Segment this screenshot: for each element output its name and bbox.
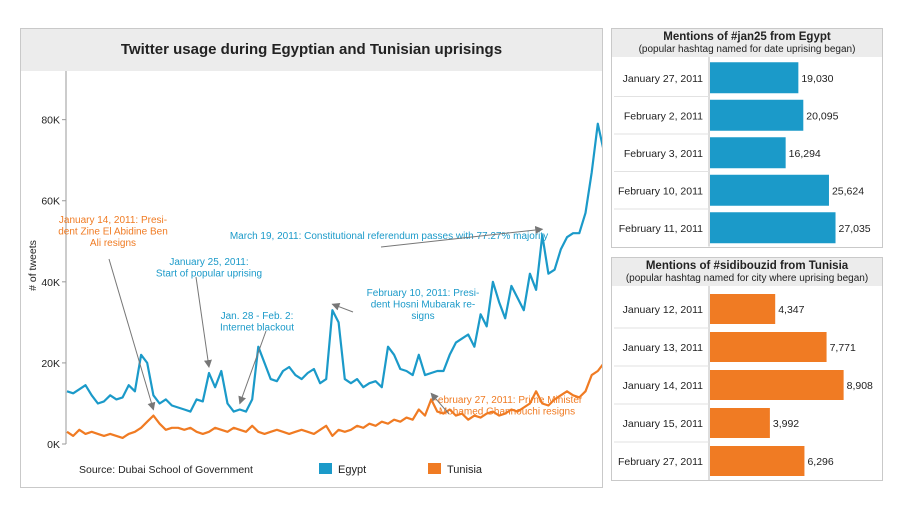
- category-label: January 12, 2011: [623, 304, 704, 316]
- ann-jan25-text: January 25, 2011:: [169, 257, 248, 268]
- y-tick-label: 80K: [41, 115, 60, 127]
- ann-blackout-text: Internet blackout: [220, 323, 294, 334]
- ann-tunisia-jan14-text: dent Zine El Abidine Ben: [58, 227, 168, 238]
- bar: [710, 212, 836, 244]
- jan25-bar-chart-panel: Mentions of #jan25 from Egypt (popular h…: [611, 28, 883, 248]
- line-chart-panel: Twitter usage during Egyptian and Tunisi…: [20, 28, 603, 488]
- bar: [710, 408, 770, 438]
- bar-value-label: 27,035: [839, 223, 871, 235]
- category-label: February 11, 2011: [619, 223, 703, 235]
- bar-value-label: 20,095: [806, 110, 838, 122]
- sidibouzid-bar-chart: January 12, 2011 4,347 January 13, 2011 7,7…: [614, 286, 873, 480]
- y-tick-label: 40K: [41, 277, 60, 289]
- ann-ghannouchi-arrow: [430, 392, 450, 415]
- legend-label-tunisia: Tunisia: [447, 464, 483, 476]
- bar-value-label: 6,296: [807, 456, 833, 468]
- ann-mubarak-text: dent Hosni Mubarak re-: [371, 300, 476, 311]
- bar: [710, 294, 776, 324]
- ann-blackout-arrow: [238, 330, 267, 405]
- y-axis-label: # of tweets: [27, 240, 39, 291]
- legend-swatch-tunisia: [428, 463, 441, 474]
- ann-jan25-arrow: [195, 276, 212, 369]
- jan25-header: Mentions of #jan25 from Egypt (popular h…: [612, 29, 882, 57]
- bar-value-label: 19,030: [801, 73, 833, 85]
- ann-blackout-text: Jan. 28 - Feb. 2:: [221, 311, 294, 322]
- bar: [710, 370, 844, 400]
- sidibouzid-title: Mentions of #sidibouzid from Tunisia: [645, 260, 849, 272]
- ann-tunisia-jan14-text: January 14, 2011: Presi-: [59, 215, 167, 226]
- ann-mubarak-text: February 10, 2011: Presi-: [367, 288, 480, 299]
- bar: [710, 137, 786, 169]
- bar: [710, 332, 827, 362]
- bar-value-label: 7,771: [830, 342, 856, 354]
- bar: [710, 62, 799, 94]
- legend-swatch-egypt: [319, 463, 332, 474]
- ann-mubarak-text: signs: [411, 311, 434, 322]
- chart-title: Twitter usage during Egyptian and Tunisi…: [21, 29, 602, 71]
- ann-mubarak-arrow: [331, 302, 354, 313]
- y-tick-label: 20K: [41, 358, 60, 370]
- category-label: January 27, 2011: [623, 73, 704, 85]
- y-tick-label: 60K: [41, 196, 60, 208]
- source-note: Source: Dubai School of Government: [79, 464, 253, 476]
- sidibouzid-subtitle: (popular hashtag named for city where up…: [625, 273, 869, 284]
- bar: [710, 174, 829, 206]
- ann-tunisia-jan14-text: Ali resigns: [90, 238, 136, 249]
- sidibouzid-bar-chart-panel: Mentions of #sidibouzid from Tunisia (po…: [611, 257, 883, 481]
- bar-value-label: 25,624: [832, 185, 864, 197]
- series-line-egypt: [66, 122, 602, 413]
- category-label: February 10, 2011: [618, 185, 703, 197]
- bar: [710, 99, 804, 131]
- jan25-title: Mentions of #jan25 from Egypt: [663, 31, 831, 43]
- bar-value-label: 4,347: [778, 304, 804, 316]
- bar-value-label: 8,908: [847, 380, 873, 392]
- category-label: February 2, 2011: [624, 110, 703, 122]
- category-label: January 15, 2011: [623, 418, 704, 430]
- sidibouzid-header: Mentions of #sidibouzid from Tunisia (po…: [612, 258, 882, 286]
- bar: [710, 446, 805, 476]
- jan25-subtitle: (popular hashtag named for date uprising…: [638, 44, 856, 55]
- category-label: February 3, 2011: [624, 148, 703, 160]
- ann-referendum-arrow: [380, 225, 544, 248]
- ann-referendum-text: March 19, 2011: Constitutional referendu…: [230, 231, 548, 242]
- ann-ghannouchi-text: Mohamed Ghannouchi resigns: [439, 407, 575, 418]
- ann-tunisia-jan14-arrow: [108, 258, 156, 411]
- bar-value-label: 3,992: [773, 418, 799, 430]
- jan25-bar-chart: January 27, 2011 19,030 February 2, 2011 20…: [614, 57, 871, 247]
- category-label: January 14, 2011: [623, 380, 704, 392]
- category-label: January 13, 2011: [623, 342, 704, 354]
- ann-ghannouchi-text: February 27, 2011: Prime Minister: [432, 395, 583, 406]
- series-line-tunisia: [66, 363, 602, 439]
- y-tick-label: 0K: [47, 439, 60, 451]
- legend-label-egypt: Egypt: [338, 464, 366, 476]
- category-label: February 27, 2011: [618, 456, 703, 468]
- bar-value-label: 16,294: [789, 148, 821, 160]
- ann-jan25-text: Start of popular uprising: [156, 269, 262, 280]
- line-chart: 0K 20K 40K 60K 80K # of tweets January 14, 201…: [27, 71, 602, 476]
